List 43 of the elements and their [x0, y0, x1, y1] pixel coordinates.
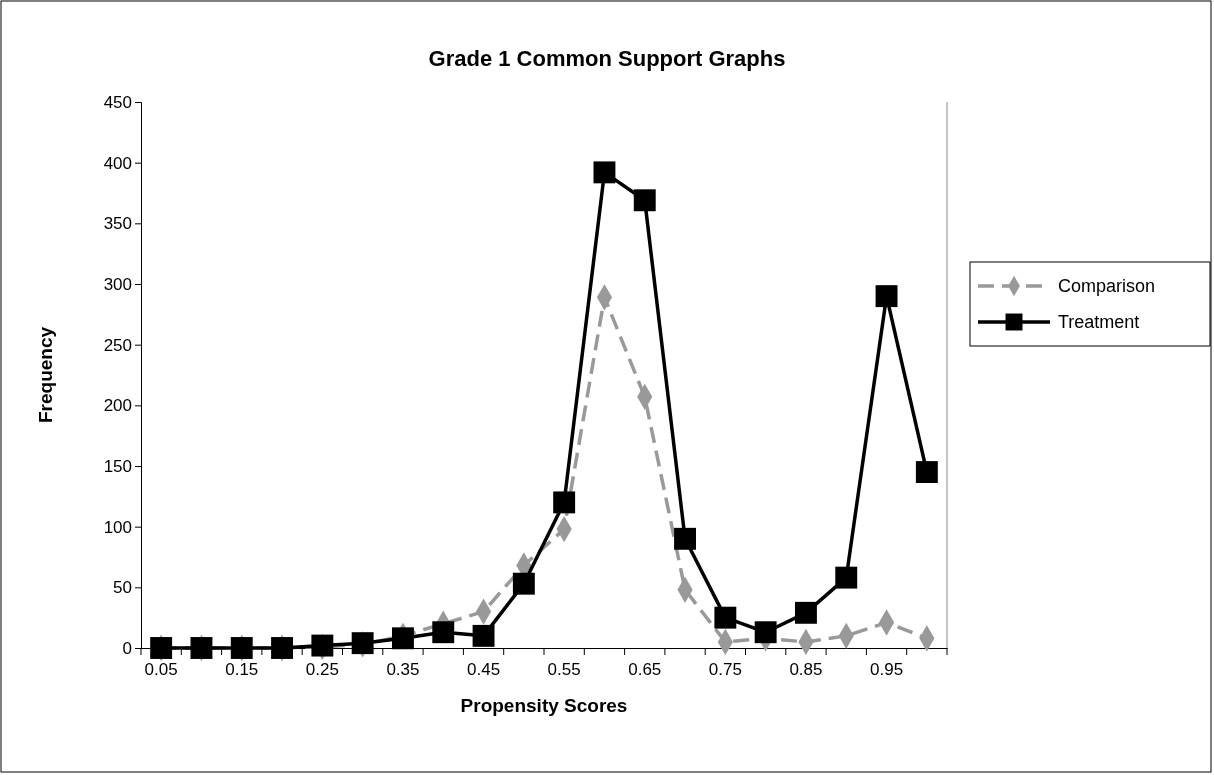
point	[311, 634, 334, 657]
x-tick-label: 0.75	[708, 659, 742, 679]
x-tick-label: 0.25	[305, 659, 339, 679]
x-axis-title: Propensity Scores	[460, 695, 628, 716]
y-axis-title: Frequency	[35, 326, 56, 424]
y-tick-label: 100	[103, 517, 132, 537]
x-tick-label: 0.65	[628, 659, 662, 679]
legend-label: Comparison	[1058, 276, 1156, 296]
y-tick-label: 250	[103, 335, 132, 355]
point	[392, 627, 414, 650]
y-tick-label: 150	[103, 456, 132, 476]
chart-title: Grade 1 Common Support Graphs	[428, 46, 786, 71]
point	[633, 189, 656, 212]
y-tick-label: 400	[103, 153, 132, 173]
point	[795, 601, 817, 624]
point	[150, 637, 173, 659]
point	[915, 461, 938, 484]
point	[351, 632, 374, 655]
x-tick-label: 0.55	[547, 659, 581, 679]
point	[714, 606, 737, 629]
y-tick-label: 350	[103, 214, 132, 234]
point	[674, 527, 696, 550]
point	[230, 637, 253, 659]
y-tick-label: 0	[122, 638, 132, 658]
point	[593, 161, 616, 184]
point	[553, 491, 576, 514]
y-tick-label: 200	[103, 396, 132, 416]
point	[835, 566, 858, 589]
y-tick-label: 50	[113, 578, 132, 598]
x-tick-label: 0.35	[386, 659, 420, 679]
point	[754, 621, 777, 644]
point	[472, 624, 495, 647]
legend-label: Treatment	[1058, 312, 1140, 332]
x-tick-label: 0.15	[225, 659, 259, 679]
x-tick-label: 0.85	[789, 659, 823, 679]
point	[432, 621, 455, 644]
x-tick-label: 0.45	[467, 659, 501, 679]
y-tick-label: 300	[103, 274, 132, 294]
x-tick-label: 0.95	[870, 659, 904, 679]
point	[512, 572, 535, 595]
y-tick-label: 450	[103, 92, 132, 112]
point	[875, 285, 898, 308]
x-tick-label: 0.05	[144, 659, 178, 679]
